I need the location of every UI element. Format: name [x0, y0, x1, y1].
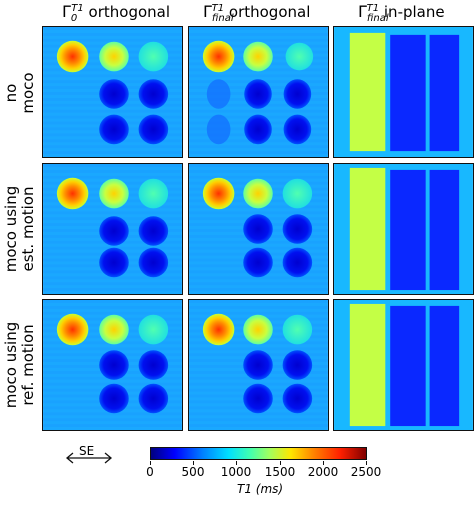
- map-panel-r2c3: [333, 163, 474, 295]
- colorbar: [150, 447, 367, 460]
- column-title-2: ΓfinalT1 orthogonal: [203, 2, 311, 24]
- column-title-1: Γ0T1 orthogonal: [62, 2, 171, 24]
- colorbar-tick: [323, 461, 324, 465]
- row-label-2: moco using est. motion: [2, 185, 37, 273]
- row-label-3: moco using ref. motion: [2, 321, 37, 409]
- colorbar-tick-label: 2500: [350, 465, 382, 479]
- direction-label: SE: [79, 444, 95, 458]
- colorbar-label: T1 (ms): [237, 482, 284, 496]
- map-panel-r3c3: [333, 299, 474, 431]
- row-label-1: no moco: [2, 72, 37, 114]
- colorbar-tick-label: 2000: [307, 465, 339, 479]
- colorbar-tick: [366, 461, 367, 465]
- map-panel-r2c1: [42, 163, 183, 295]
- colorbar-tick-label: 1000: [220, 465, 252, 479]
- colorbar-tick: [193, 461, 194, 465]
- column-title-3: ΓfinalT1 in-plane: [358, 2, 445, 24]
- map-panel-r3c2: [188, 299, 329, 431]
- colorbar-tick: [280, 461, 281, 465]
- colorbar-tick: [236, 461, 237, 465]
- map-panel-r2c2: [188, 163, 329, 295]
- colorbar-tick-label: 500: [181, 465, 205, 479]
- colorbar-tick: [150, 461, 151, 465]
- double-arrow-icon: [65, 452, 113, 464]
- colorbar-tick-label: 0: [146, 465, 154, 479]
- map-panel-r3c1: [42, 299, 183, 431]
- colorbar-tick-label: 1500: [264, 465, 296, 479]
- map-panel-r1c2: [188, 26, 329, 158]
- map-panel-r1c1: [42, 26, 183, 158]
- map-panel-r1c3: [333, 26, 474, 158]
